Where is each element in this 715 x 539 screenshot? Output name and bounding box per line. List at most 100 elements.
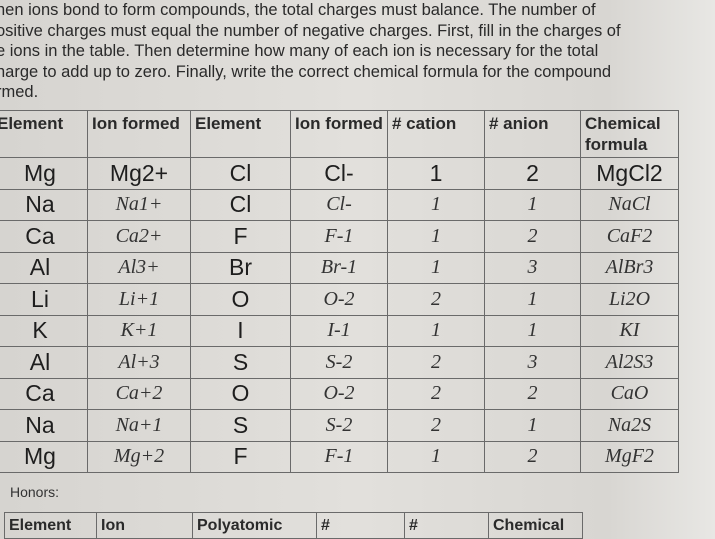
table-cell: CaO (580, 377, 679, 410)
instruction-line: e ions in the table. Then determine how … (0, 42, 599, 60)
honors-label: Honors: (10, 484, 60, 500)
instruction-line: hen ions bond to form compounds, the tot… (0, 1, 596, 19)
table-cell: 1 (484, 283, 581, 316)
table-cell: Ca (0, 377, 88, 410)
table-cell: 2 (484, 220, 581, 253)
instruction-line: harge to add up to zero. Finally, write … (0, 62, 612, 81)
column-header: Element (190, 110, 291, 158)
table-row: Mg Mg+2 F F-1 1 2 MgF2 (0, 440, 679, 473)
column-header: # (404, 512, 489, 539)
table-cell: AlBr3 (580, 251, 679, 284)
table-cell: Cl (190, 188, 291, 221)
table-cell: 2 (387, 346, 485, 379)
column-header: # anion (484, 110, 581, 158)
table-cell: Mg (0, 157, 88, 190)
table-cell: Al+3 (87, 346, 191, 379)
table-cell: MgF2 (580, 440, 679, 473)
table-cell: Mg (0, 440, 88, 473)
table-cell: Li (0, 283, 88, 316)
table-row: Ca Ca2+ F F-1 1 2 CaF2 (0, 220, 679, 253)
table-cell: 3 (484, 251, 581, 284)
table-cell: 2 (484, 377, 581, 410)
table-cell: Ca (0, 220, 88, 253)
table-cell: NaCl (580, 188, 679, 221)
table-cell: 2 (387, 377, 485, 410)
table-cell: MgCl2 (580, 157, 679, 190)
table-cell: Na (0, 409, 88, 442)
table-cell: I (190, 314, 291, 347)
column-header: Polyatomic (192, 512, 317, 539)
table-cell: K (0, 314, 88, 347)
honors-table: Element Ion Polyatomic # # Chemical (4, 512, 583, 539)
table-cell: 3 (484, 346, 581, 379)
table-cell: Li+1 (87, 283, 191, 316)
table-row: Al Al3+ Br Br-1 1 3 AlBr3 (0, 251, 679, 284)
table-cell: O (190, 377, 291, 410)
table-cell: Al2S3 (580, 346, 679, 379)
table-cell: O (190, 283, 291, 316)
table-cell: Na+1 (87, 409, 191, 442)
column-header: Chemical (488, 512, 583, 539)
table-cell: I-1 (290, 314, 388, 347)
table-cell: O-2 (290, 283, 388, 316)
table-cell: Ca2+ (87, 220, 191, 253)
table-cell: O-2 (290, 377, 388, 410)
table-cell: S-2 (290, 346, 388, 379)
table-cell: K+1 (87, 314, 191, 347)
table-cell: 2 (484, 157, 581, 190)
table-row: Li Li+1 O O-2 2 1 Li2O (0, 283, 679, 316)
table-cell: CaF2 (580, 220, 679, 253)
column-header: Element (0, 110, 88, 158)
column-header: Ion formed (87, 110, 191, 158)
table-cell: S-2 (290, 409, 388, 442)
table-cell: Al (0, 251, 88, 284)
table-cell: Mg2+ (87, 157, 191, 190)
column-header: # (316, 512, 405, 539)
table-cell: KI (580, 314, 679, 347)
table-cell: 1 (484, 314, 581, 347)
table-row: Na Na+1 S S-2 2 1 Na2S (0, 409, 679, 442)
ion-table: Element Ion formed Element Ion formed # cati… (0, 110, 679, 473)
table-cell: 1 (387, 220, 485, 253)
table-cell: Li2O (580, 283, 679, 316)
table-cell: Na2S (580, 409, 679, 442)
table-cell: Mg+2 (87, 440, 191, 473)
column-header: Ion formed (290, 110, 388, 158)
instructions: hen ions bond to form compounds, the tot… (0, 0, 715, 103)
table-cell: 1 (484, 409, 581, 442)
table-cell: Br-1 (290, 251, 388, 284)
instruction-line: ositive charges must equal the number of… (0, 21, 621, 40)
table-cell: 1 (387, 188, 485, 221)
table-row: Ca Ca+2 O O-2 2 2 CaO (0, 377, 679, 410)
table-cell: Cl (190, 157, 291, 190)
table-cell: Cl- (290, 157, 388, 190)
table-cell: 1 (387, 314, 485, 347)
table-cell: 2 (387, 283, 485, 316)
table-cell: Na (0, 188, 88, 221)
table-cell: Br (190, 251, 291, 284)
table-cell: F-1 (290, 440, 388, 473)
table-cell: 1 (387, 440, 485, 473)
table-cell: 1 (484, 188, 581, 221)
table-row: Mg Mg2+ Cl Cl- 1 2 MgCl2 (0, 157, 679, 190)
table-cell: Ca+2 (87, 377, 191, 410)
table-cell: F-1 (290, 220, 388, 253)
table-cell: S (190, 409, 291, 442)
table-cell: Al (0, 346, 88, 379)
column-header: # cation (387, 110, 485, 158)
table-cell: S (190, 346, 291, 379)
table-cell: F (190, 440, 291, 473)
table-cell: 2 (387, 409, 485, 442)
table-row: Na Na1+ Cl Cl- 1 1 NaCl (0, 188, 679, 221)
table-cell: 2 (484, 440, 581, 473)
instruction-line: rmed. (0, 83, 39, 101)
column-header: Chemical formula (580, 110, 679, 158)
column-header: Ion (96, 512, 193, 539)
table-cell: Cl- (290, 188, 388, 221)
table-row: Al Al+3 S S-2 2 3 Al2S3 (0, 346, 679, 379)
table-cell: 1 (387, 251, 485, 284)
table-cell: 1 (387, 157, 485, 190)
table-cell: F (190, 220, 291, 253)
table-cell: Al3+ (87, 251, 191, 284)
table-cell: Na1+ (87, 188, 191, 221)
